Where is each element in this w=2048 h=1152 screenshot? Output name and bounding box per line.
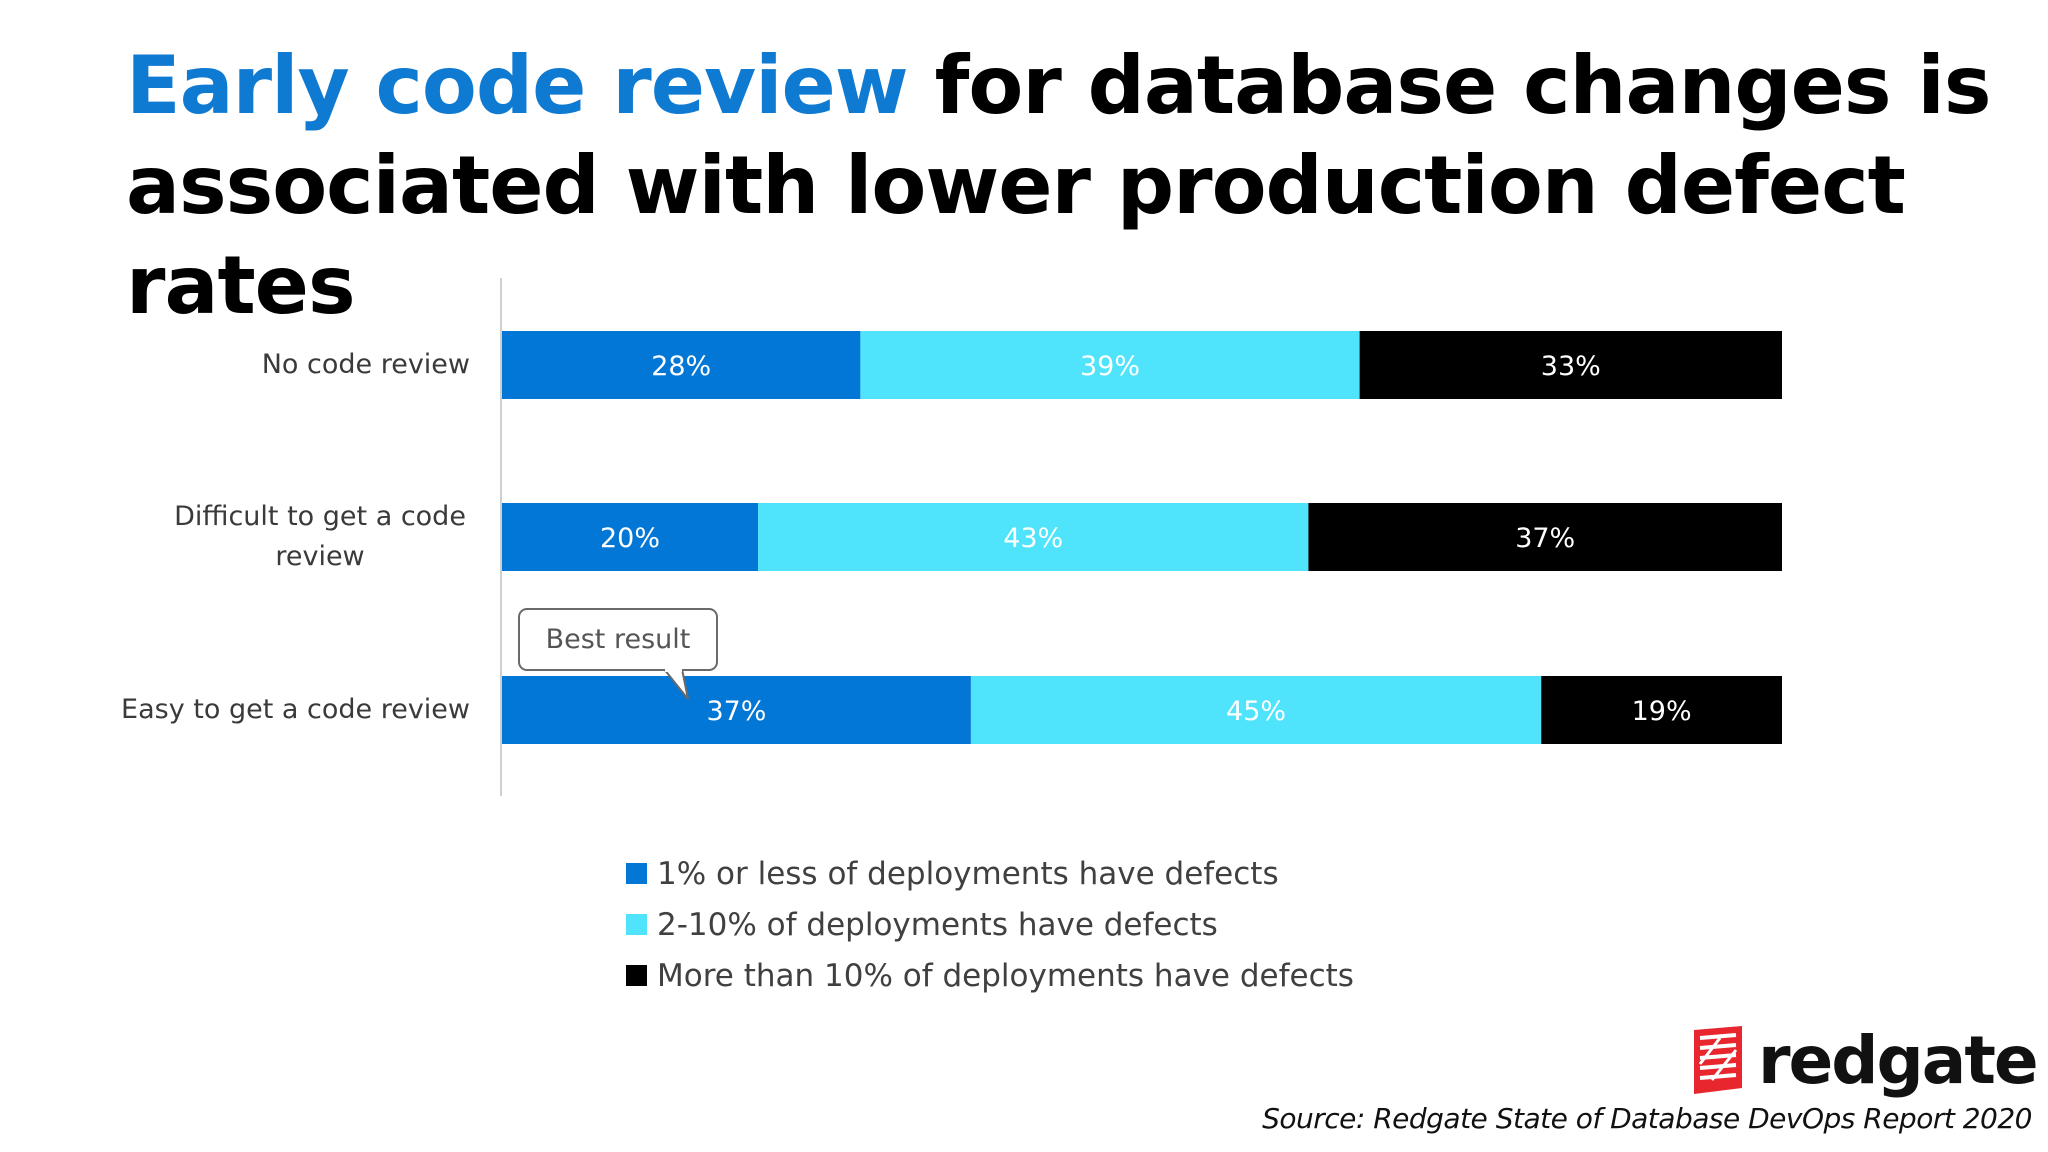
data-label: 37% bbox=[706, 696, 766, 727]
legend-item: 1% or less of deployments have defects bbox=[626, 848, 1354, 899]
best-result-callout: Best result bbox=[518, 608, 718, 700]
bar-segment bbox=[970, 676, 1542, 744]
data-label: 28% bbox=[651, 351, 711, 382]
bar-segment bbox=[758, 503, 1309, 571]
callout-text: Best result bbox=[545, 624, 691, 655]
legend-item: More than 10% of deployments have defect… bbox=[626, 950, 1354, 1001]
data-label: 43% bbox=[1003, 523, 1063, 554]
data-label: 33% bbox=[1541, 351, 1601, 382]
chart-title: Early code review for database changes i… bbox=[126, 36, 2006, 336]
data-label: 37% bbox=[1515, 523, 1575, 554]
bar-segment bbox=[1359, 331, 1782, 399]
bar-segment bbox=[1308, 503, 1782, 571]
source-note: Source: Redgate State of Database DevOps… bbox=[1262, 1102, 2032, 1135]
redgate-logo-icon bbox=[1694, 1026, 1742, 1094]
legend: 1% or less of deployments have defects 2-… bbox=[626, 848, 1354, 1001]
bar-segment bbox=[502, 331, 861, 399]
title-accent: Early code review bbox=[126, 39, 909, 132]
category-label: Easy to get a code review bbox=[121, 694, 470, 725]
logo-wordmark: redgate bbox=[1758, 1021, 2039, 1099]
legend-label: 1% or less of deployments have defects bbox=[657, 855, 1279, 892]
category-label: Difficult to get a code review bbox=[174, 501, 466, 572]
legend-swatch bbox=[626, 914, 647, 935]
legend-swatch bbox=[626, 863, 647, 884]
data-label: 20% bbox=[600, 523, 660, 554]
legend-label: More than 10% of deployments have defect… bbox=[657, 957, 1354, 994]
data-label: 45% bbox=[1226, 696, 1286, 727]
redgate-logo: redgate bbox=[1690, 1020, 2039, 1100]
data-label: 39% bbox=[1080, 351, 1140, 382]
bar-segment bbox=[1541, 676, 1782, 744]
bar-segment bbox=[502, 503, 758, 571]
legend-item: 2-10% of deployments have defects bbox=[626, 899, 1354, 950]
data-label: 19% bbox=[1632, 696, 1692, 727]
legend-swatch bbox=[626, 965, 647, 986]
legend-label: 2-10% of deployments have defects bbox=[657, 906, 1218, 943]
bar-segment bbox=[860, 331, 1360, 399]
callout-pointer bbox=[663, 669, 689, 700]
bar-segment bbox=[502, 676, 971, 744]
title-rest: for database changes is associated with … bbox=[126, 39, 1991, 332]
category-label: No code review bbox=[261, 349, 470, 380]
